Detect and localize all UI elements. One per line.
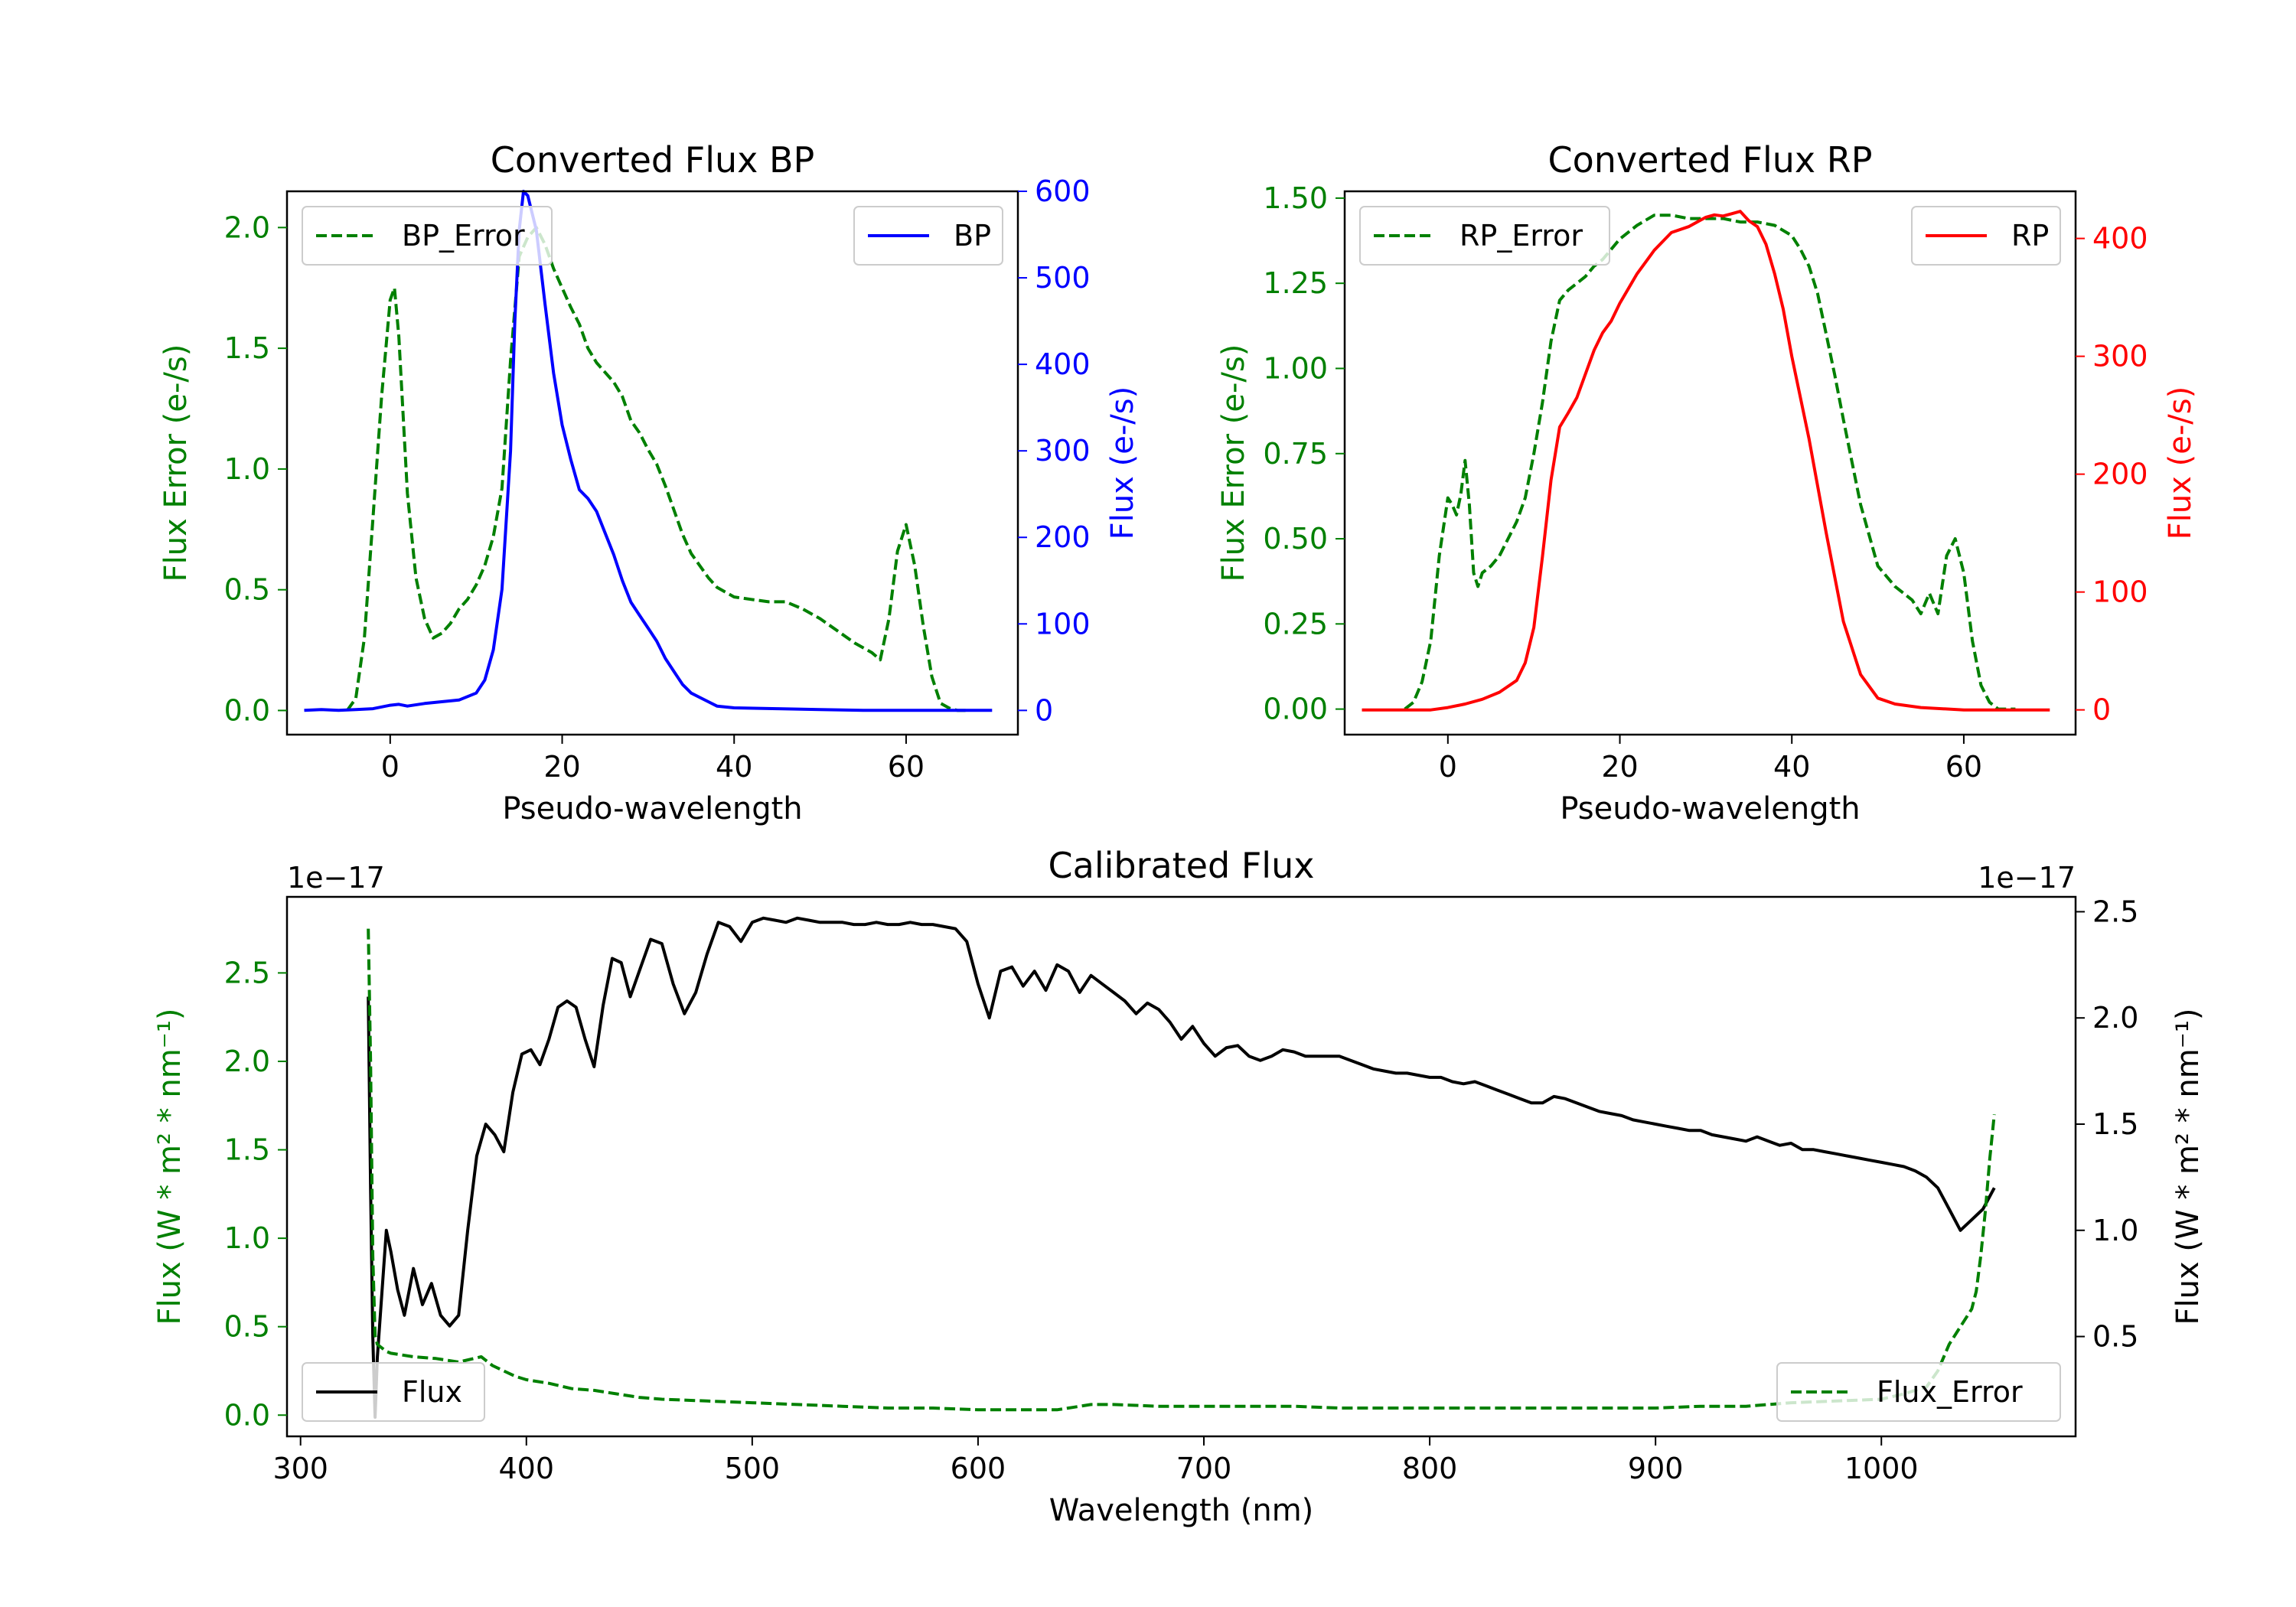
bp-xtick-label: 0 xyxy=(381,750,400,784)
cal-legend-right: Flux_Error xyxy=(1776,1362,2061,1422)
cal-legend-left-box xyxy=(302,1362,485,1422)
cal-series-flux-line xyxy=(367,916,1996,1419)
rp-ytick-left-label: 0.25 xyxy=(1263,607,1328,641)
bp-series-bp-error-line xyxy=(345,226,967,712)
cal-legend-right-label: Flux_Error xyxy=(1877,1375,2023,1409)
cal-ytick-right-label: 1.5 xyxy=(2092,1107,2138,1141)
rp-series-rp-error-line xyxy=(1404,214,2016,711)
rp-chart: 0 20 40 60 0.00 0.25 0.50 0.75 1.00 1.25 1.50 0 100 2… xyxy=(1216,139,2198,826)
bp-chart: 0 20 40 60 0.0 0.5 1.0 1.5 2.0 0 100 200 300 400 500 60… xyxy=(158,139,1140,826)
bp-legend-left-label: BP_Error xyxy=(402,219,525,253)
cal-axes-frame xyxy=(285,895,2077,1438)
rp-ytick-right-label: 300 xyxy=(2092,340,2148,373)
rp-title: Converted Flux RP xyxy=(1548,139,1873,181)
bp-legend-right-label: BP xyxy=(954,219,991,253)
rp-legend-right: RP xyxy=(1911,206,2061,266)
rp-ylabel-left: Flux Error (e-/s) xyxy=(1216,344,1251,582)
cal-ytick-right-label: 2.0 xyxy=(2092,1001,2138,1035)
rp-ytick-left-label: 1.25 xyxy=(1263,266,1328,300)
cal-xtick-label: 800 xyxy=(1402,1452,1458,1485)
cal-xtick-label: 500 xyxy=(725,1452,781,1485)
cal-xtick-label: 400 xyxy=(499,1452,555,1485)
cal-xtick-label: 300 xyxy=(272,1452,328,1485)
rp-ytick-right-label: 400 xyxy=(2092,222,2148,256)
bp-ylabel-left: Flux Error (e-/s) xyxy=(158,344,194,582)
bp-xtick-label: 40 xyxy=(716,750,752,784)
cal-ytick-left-label: 2.0 xyxy=(224,1045,270,1078)
bp-ytick-right-label: 100 xyxy=(1035,607,1091,641)
cal-xtick-label: 1000 xyxy=(1844,1452,1919,1485)
rp-series-rp-line xyxy=(1362,210,2050,712)
bp-axes-frame xyxy=(285,190,1019,736)
bp-xtick-label: 20 xyxy=(543,750,580,784)
bp-ytick-left-label: 0.0 xyxy=(224,693,270,727)
rp-xlabel: Pseudo-wavelength xyxy=(1560,791,1860,826)
bp-ytick-left-label: 2.0 xyxy=(224,210,270,244)
rp-axes-frame xyxy=(1343,190,2077,736)
rp-ytick-right-label: 200 xyxy=(2092,458,2148,491)
bp-legend-right: BP xyxy=(853,206,1003,266)
cal-ytick-right-label: 1.0 xyxy=(2092,1214,2138,1247)
rp-ylabel-right: Flux (e-/s) xyxy=(2163,386,2198,539)
cal-series-flux-error-line xyxy=(367,928,1996,1412)
cal-ytick-right-label: 2.5 xyxy=(2092,895,2138,928)
cal-legend-right-box xyxy=(1776,1362,2061,1422)
rp-xtick-label: 20 xyxy=(1601,750,1638,784)
rp-ytick-left-label: 0.00 xyxy=(1263,693,1328,726)
rp-legend-right-label: RP xyxy=(2011,219,2049,253)
bp-ytick-right-label: 400 xyxy=(1035,347,1091,381)
bp-ytick-left-label: 1.5 xyxy=(224,331,270,365)
bp-ytick-right-label: 200 xyxy=(1035,520,1091,554)
cal-ylabel-left: Flux (W * m² * nm⁻¹) xyxy=(152,1009,188,1325)
rp-ytick-left-label: 1.50 xyxy=(1263,181,1328,215)
rp-ytick-left-label: 0.75 xyxy=(1263,437,1328,471)
cal-legend-left: Flux xyxy=(302,1362,485,1422)
cal-ytick-left-label: 1.0 xyxy=(224,1221,270,1255)
rp-xtick-label: 60 xyxy=(1945,750,1982,784)
bp-xlabel: Pseudo-wavelength xyxy=(502,791,802,826)
bp-title: Converted Flux BP xyxy=(491,139,815,181)
bp-ytick-left-label: 0.5 xyxy=(224,573,270,607)
cal-xtick-label: 600 xyxy=(951,1452,1006,1485)
bp-ytick-right-label: 300 xyxy=(1035,434,1091,468)
bp-ytick-right-label: 600 xyxy=(1035,174,1091,208)
cal-ytick-right-label: 0.5 xyxy=(2092,1320,2138,1354)
cal-xtick-label: 900 xyxy=(1628,1452,1684,1485)
bp-ytick-right-label: 0 xyxy=(1035,693,1053,727)
rp-xtick-label: 0 xyxy=(1439,750,1457,784)
bp-ytick-left-label: 1.0 xyxy=(224,452,270,486)
cal-ytick-left-label: 0.5 xyxy=(224,1310,270,1344)
bp-ytick-right-label: 500 xyxy=(1035,261,1091,295)
bp-ylabel-right: Flux (e-/s) xyxy=(1105,386,1140,539)
cal-offset-left: 1e−17 xyxy=(287,861,385,895)
cal-title: Calibrated Flux xyxy=(1049,845,1315,886)
rp-legend-left: RP_Error xyxy=(1359,206,1610,266)
bp-legend-left: BP_Error xyxy=(302,206,553,266)
rp-legend-left-label: RP_Error xyxy=(1459,219,1583,253)
rp-ytick-right-label: 100 xyxy=(2092,575,2148,609)
cal-legend-left-label: Flux xyxy=(402,1375,462,1409)
rp-xtick-label: 40 xyxy=(1773,750,1810,784)
cal-xlabel: Wavelength (nm) xyxy=(1049,1493,1314,1528)
rp-ytick-left-label: 1.00 xyxy=(1263,351,1328,385)
cal-xtick-label: 700 xyxy=(1176,1452,1232,1485)
cal-ytick-left-label: 1.5 xyxy=(224,1133,270,1167)
bp-series-bp-line xyxy=(304,190,993,712)
cal-chart: 300 400 500 600 700 800 900 1000 0.0 0.5 1.0 1.5 2.0… xyxy=(152,845,2206,1528)
cal-ytick-left-label: 2.5 xyxy=(224,956,270,989)
rp-ytick-right-label: 0 xyxy=(2092,693,2111,727)
cal-offset-right: 1e−17 xyxy=(1978,861,2076,895)
cal-ytick-left-label: 0.0 xyxy=(224,1398,270,1432)
rp-ytick-left-label: 0.50 xyxy=(1263,522,1328,556)
cal-ylabel-right: Flux (W * m² * nm⁻¹) xyxy=(2170,1009,2206,1325)
bp-legend-left-box xyxy=(302,206,553,266)
rp-legend-left-box xyxy=(1359,206,1610,266)
bp-xtick-label: 60 xyxy=(888,750,925,784)
